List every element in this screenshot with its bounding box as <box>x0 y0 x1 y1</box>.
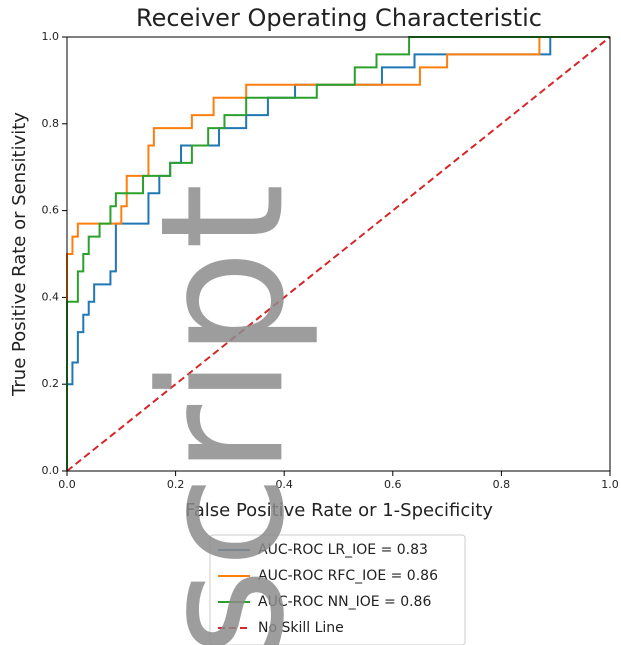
y-tick-label: 0.6 <box>42 204 60 217</box>
x-tick-label: 0.0 <box>58 478 76 491</box>
legend-label: AUC-ROC NN_IOE = 0.86 <box>258 594 431 610</box>
y-axis-label: True Positive Rate or Sensitivity <box>9 112 30 397</box>
roc-line <box>66 36 610 471</box>
x-tick-label: 0.8 <box>493 478 511 491</box>
legend-label: AUC-ROC LR_IOE = 0.83 <box>258 542 428 558</box>
y-tick-label: 0.8 <box>42 117 60 130</box>
chart-title: Receiver Operating Characteristic <box>136 4 542 32</box>
x-tick-label: 1.0 <box>601 478 619 491</box>
x-tick-label: 0.6 <box>384 478 402 491</box>
plot-frame <box>66 36 611 472</box>
legend-box <box>209 534 466 645</box>
legend-label: No Skill Line <box>258 620 344 636</box>
y-tick-label: 0.2 <box>42 377 60 390</box>
watermark: script <box>124 183 322 645</box>
y-tick-label: 0.0 <box>42 464 60 477</box>
legend-label: AUC-ROC RFC_IOE = 0.86 <box>258 568 438 584</box>
y-tick-label: 1.0 <box>42 30 60 43</box>
x-tick-label: 0.2 <box>167 478 185 491</box>
x-tick-label: 0.4 <box>275 478 293 491</box>
roc-line <box>66 36 610 471</box>
roc-line <box>66 36 611 472</box>
x-axis-label: False Positive Rate or 1-Specificity <box>185 500 493 521</box>
y-tick-label: 0.4 <box>42 290 60 303</box>
